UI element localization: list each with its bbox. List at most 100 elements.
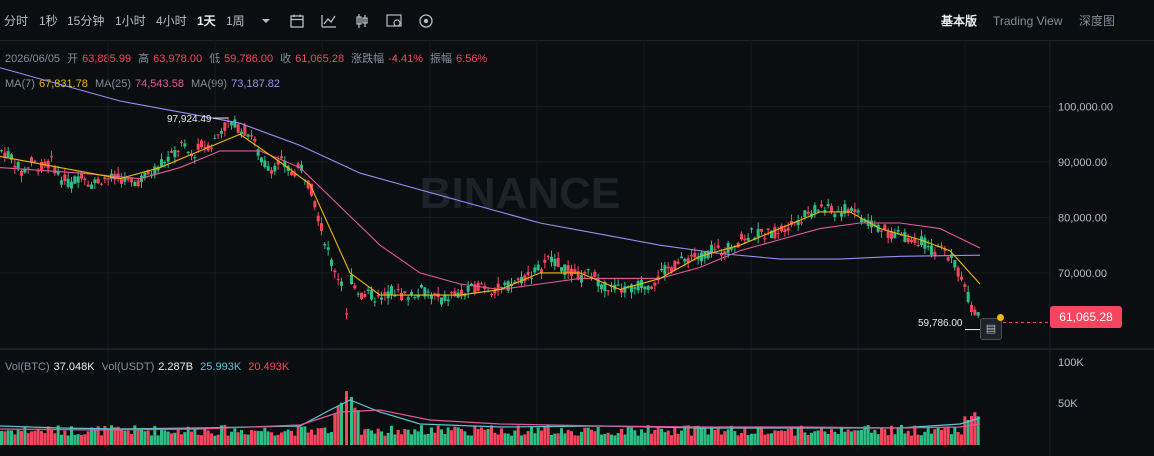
volume-bar [880, 428, 883, 445]
volume-bar [283, 431, 287, 445]
candle-body [883, 224, 887, 230]
candle-body [960, 276, 963, 280]
vol-usdt-label: Vol(USDT) [101, 361, 155, 373]
volume-bar [656, 427, 660, 445]
indicator-icon[interactable] [320, 12, 338, 30]
volume-bar [870, 432, 873, 445]
candle-style-icon[interactable] [353, 12, 371, 30]
candle-body [570, 268, 573, 276]
volume-bar [63, 430, 67, 445]
candle-body [846, 209, 850, 213]
volume-bar [583, 427, 587, 445]
interval-15m[interactable]: 15分钟 [67, 14, 105, 28]
candle-body [633, 287, 637, 289]
volume-bar [630, 427, 633, 445]
interval-1w[interactable]: 1周 [226, 14, 245, 28]
volume-bar [633, 430, 637, 445]
candle-body [876, 224, 880, 232]
candle-body [320, 223, 323, 231]
candle-body [326, 247, 330, 250]
candle-body [66, 178, 70, 187]
volume-bar [153, 425, 157, 445]
volume-bar [6, 430, 10, 445]
candle-body [886, 231, 890, 238]
view-tradingview[interactable]: Trading View [993, 14, 1063, 28]
candle-body [33, 160, 37, 162]
volume-bar [156, 435, 160, 445]
volume-bar [816, 430, 820, 445]
calendar-icon[interactable] [288, 12, 306, 30]
volume-bar [566, 429, 570, 445]
volume-bar [526, 431, 530, 445]
candle-body [170, 151, 173, 153]
candle-body [53, 166, 57, 174]
interval-1s[interactable]: 1秒 [39, 14, 58, 28]
ma7-label: MA(7) [5, 78, 35, 90]
interval-timeline[interactable]: 分时 [4, 14, 29, 28]
volume-bar [896, 427, 900, 445]
candle-body [716, 245, 720, 248]
view-basic[interactable]: 基本版 [941, 14, 978, 28]
volume-bar [520, 435, 523, 445]
volume-bar [903, 433, 907, 445]
candle-body [563, 264, 567, 276]
settings-icon[interactable] [417, 12, 435, 30]
close-value: 61,065.28 [295, 53, 345, 65]
interval-1d[interactable]: 1天 [197, 14, 216, 28]
vol-ma1-value: 25.993K [200, 361, 242, 373]
ohlc-row: 2026/06/05 开63,885.99 高63,978.00 低59,786… [5, 52, 491, 66]
volume-bar [976, 416, 980, 445]
candle-body [453, 291, 457, 297]
candle-body [433, 293, 437, 295]
vol-btc-label: Vol(BTC) [5, 361, 50, 373]
candlestick-chart[interactable]: BINANCE 100,000.00 90,000.00 80,000.00 70,0… [0, 40, 1154, 456]
view-depth[interactable]: 深度图 [1079, 14, 1116, 28]
candle-body [620, 289, 623, 293]
candle-body [423, 287, 427, 297]
candle-body [246, 134, 250, 137]
candle-body [126, 177, 130, 180]
vol-ma1-line [0, 399, 981, 430]
volume-bar [830, 429, 833, 445]
candle-body [606, 290, 610, 292]
volume-bar [503, 433, 507, 445]
candle-body [803, 210, 807, 218]
chart-settings-icon[interactable] [385, 12, 403, 30]
volume-tick-50k: 50K [1058, 398, 1078, 410]
candle-body [760, 229, 763, 232]
volume-bar [743, 428, 747, 445]
interval-4h[interactable]: 4小时 [156, 14, 187, 28]
chevron-down-icon[interactable] [257, 12, 275, 30]
replay-button[interactable]: ▤ [980, 318, 1002, 340]
volume-bar [823, 431, 827, 445]
candle-body [56, 170, 60, 175]
volume-bar [686, 425, 690, 445]
volume-bar [46, 426, 50, 445]
volume-bar [776, 430, 780, 445]
candle-body [933, 251, 937, 256]
candle-body [83, 178, 87, 181]
volume-bar [100, 435, 103, 445]
candle-body [926, 246, 930, 248]
low-value: 59,786.00 [224, 53, 274, 65]
candle-body [60, 180, 63, 185]
candle-body [653, 282, 657, 286]
vol-ma2-line [0, 409, 981, 431]
volume-bar [500, 428, 503, 445]
volume-bar [463, 431, 467, 445]
volume-bar [616, 433, 620, 445]
candle-body [500, 286, 503, 288]
candle-body [263, 160, 267, 168]
volume-bar [306, 432, 310, 445]
volume-bar [246, 434, 250, 445]
volume-bar [940, 429, 943, 445]
volume-bar [933, 429, 937, 445]
volume-bar [416, 431, 420, 445]
volume-bar [850, 431, 853, 445]
candle-body [273, 165, 277, 172]
interval-1h[interactable]: 1小时 [115, 14, 146, 28]
high-value: 63,978.00 [153, 53, 203, 65]
candle-body [896, 229, 900, 232]
candle-body [576, 271, 580, 280]
candle-body [913, 238, 917, 243]
